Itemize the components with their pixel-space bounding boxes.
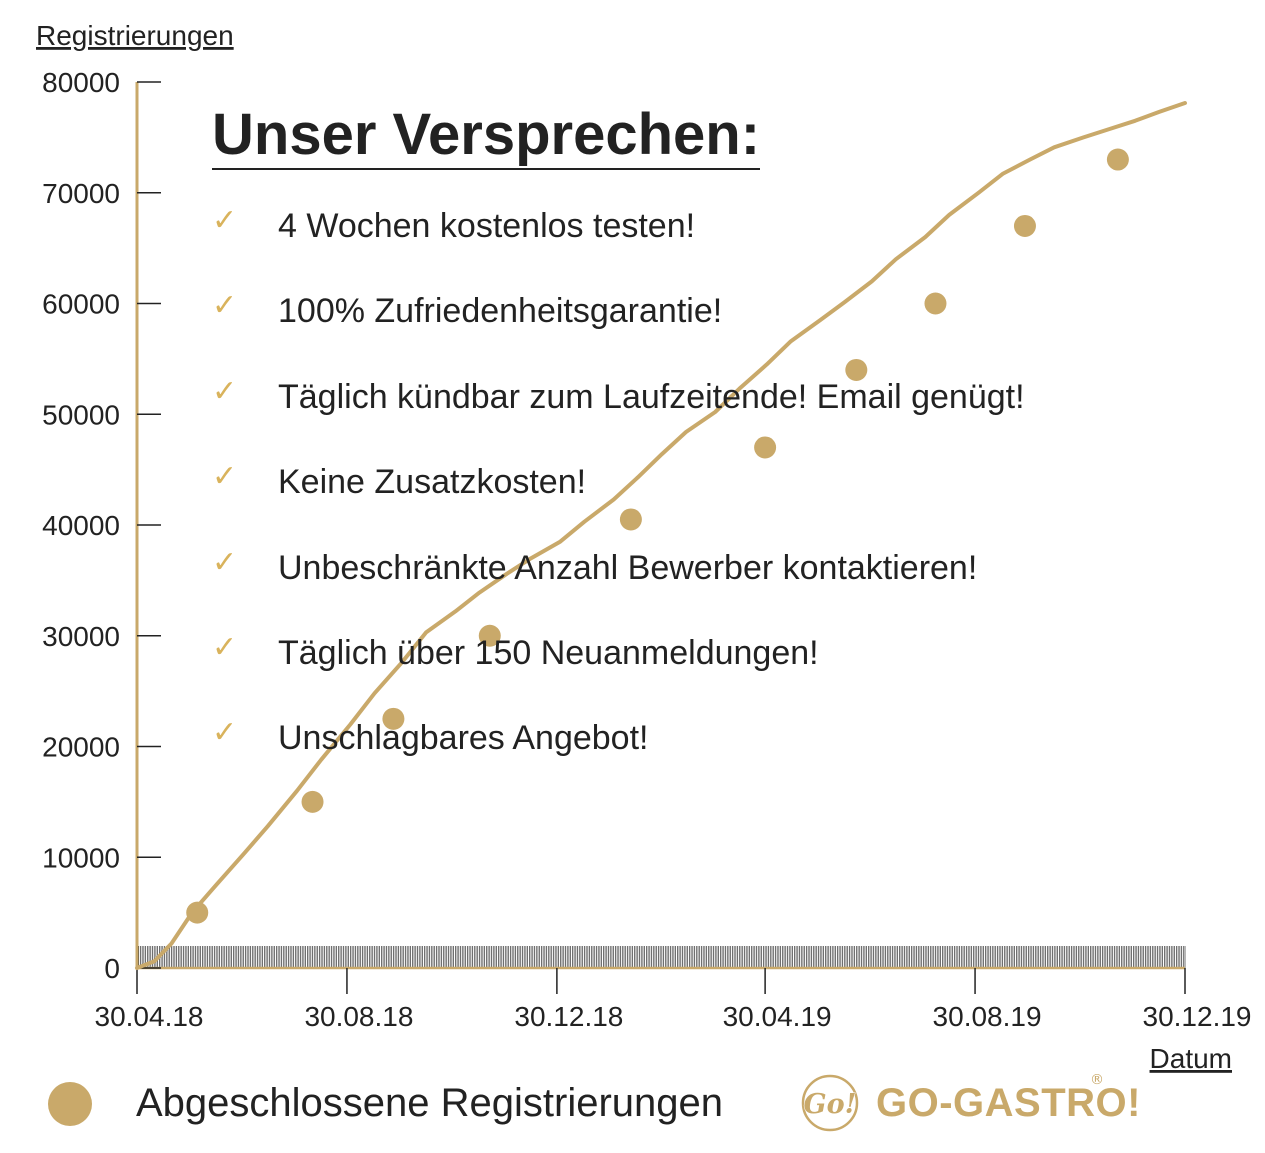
y-tick-label: 0 — [104, 953, 120, 984]
data-point — [478, 624, 501, 647]
checkmark-icon: ✓ — [212, 629, 238, 665]
checkmark-icon: ✓ — [212, 373, 238, 409]
registered-mark: ® — [1090, 1072, 1104, 1088]
promise-item-text: 100% Zufriedenheitsgarantie! — [278, 292, 723, 331]
brand-mark-text: Go! — [804, 1089, 857, 1120]
y-axis-title: Registrierungen — [36, 20, 234, 51]
x-tick-label: 30.08.19 — [933, 1001, 1042, 1032]
y-tick-label: 10000 — [42, 842, 120, 873]
data-point — [186, 901, 209, 924]
legend-marker — [48, 1082, 92, 1126]
data-point — [382, 707, 405, 730]
x-tick-label: 30.12.19 — [1143, 1001, 1252, 1032]
y-tick-label: 70000 — [42, 178, 120, 209]
data-point — [619, 508, 642, 531]
y-tick-label: 80000 — [42, 67, 120, 98]
y-tick-label: 60000 — [42, 289, 120, 320]
promise-item-text: Täglich über 150 Neuanmeldungen! — [278, 633, 819, 672]
data-point — [754, 436, 777, 459]
data-point — [1106, 148, 1129, 171]
data-point — [1013, 214, 1036, 237]
legend-label: Abgeschlossene Registrierungen — [136, 1081, 724, 1125]
promise-item-text: Unschlagbares Angebot! — [278, 719, 649, 758]
registrations-line — [135, 101, 1187, 970]
daily-tick-band — [136, 946, 1186, 968]
checkmark-icon: ✓ — [212, 544, 238, 580]
y-tick-label: 40000 — [42, 510, 120, 541]
x-tick-label: 30.12.18 — [514, 1001, 623, 1032]
brand-logo: Go! GO-GASTRO! ® — [798, 1070, 1140, 1134]
promise-title: Unser Versprechen: — [212, 102, 761, 170]
x-tick-label: 30.08.18 — [304, 1001, 413, 1032]
x-tick-label: 30.04.19 — [723, 1001, 832, 1032]
y-tick-label: 20000 — [42, 732, 120, 763]
promise-item-text: Täglich kündbar zum Laufzeitende! Email … — [278, 377, 1025, 416]
go-logo-icon: Go! — [801, 1074, 859, 1132]
checkmark-icon: ✓ — [212, 459, 238, 495]
promise-item-text: 4 Wochen kostenlos testen! — [278, 207, 696, 245]
checkmark-icon: ✓ — [212, 203, 238, 238]
data-point — [301, 790, 324, 813]
data-point — [924, 292, 947, 315]
promise-item-text: Keine Zusatzkosten! — [278, 463, 587, 502]
x-axis-title: Datum — [1150, 1043, 1232, 1074]
y-tick-label: 30000 — [42, 621, 120, 652]
data-point — [845, 358, 868, 381]
checkmark-icon: ✓ — [212, 715, 238, 751]
promise-item-text: Unbeschränkte Anzahl Bewerber kontaktier… — [278, 548, 978, 587]
y-tick-label: 50000 — [42, 399, 120, 430]
brand-name: GO-GASTRO! — [876, 1081, 1141, 1125]
checkmark-icon: ✓ — [212, 288, 238, 324]
x-tick-label: 30.04.18 — [95, 1001, 204, 1032]
